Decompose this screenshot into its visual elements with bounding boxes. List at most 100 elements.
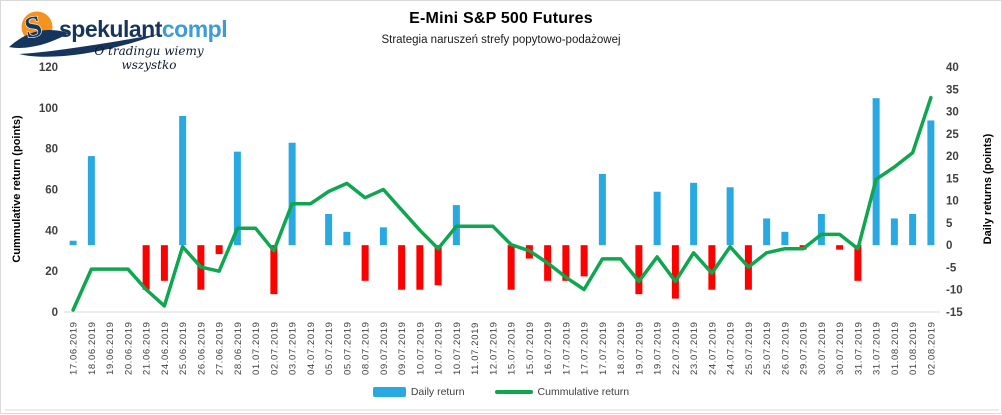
legend-item-daily-return: Daily return [372, 386, 465, 398]
x-axis-label: 16.07.2019 [543, 321, 554, 375]
legend-label-cummulative: Cummulative return [537, 386, 630, 398]
daily-return-bar [872, 98, 880, 246]
daily-return-bar [142, 245, 150, 290]
x-axis-label: 26.07.2019 [780, 321, 791, 375]
x-axis-label: 17.07.2019 [561, 321, 572, 375]
x-axis-label: 23.07.2019 [689, 321, 700, 375]
x-axis-label: 10.07.2019 [434, 321, 445, 375]
daily-return-bar [215, 245, 223, 255]
right-axis-tick: 10 [946, 196, 959, 208]
daily-return-bar [343, 231, 351, 246]
x-axis-label: 26.06.2019 [196, 321, 207, 375]
x-axis-label: 22.07.2019 [671, 321, 682, 375]
x-axis-label: 19.07.2019 [653, 321, 664, 375]
chart-title: E-Mini S&P 500 Futures [409, 10, 593, 27]
spekulant-logo-icon: S [9, 9, 159, 57]
x-axis-label: 10.07.2019 [452, 321, 463, 375]
left-axis-tick: 60 [45, 185, 58, 197]
x-axis-label: 25.06.2019 [178, 321, 189, 375]
chart-legend: Daily return Cummulative return [1, 386, 1001, 398]
right-axis-title: Daily returns (points) [982, 133, 994, 245]
daily-return-bar [434, 245, 442, 286]
daily-return-bar [817, 214, 825, 246]
chart-subtitle: Strategia naruszeń strefy popytowo-podaż… [381, 34, 621, 46]
daily-return-bar [179, 116, 187, 246]
right-axis-tick: 25 [946, 129, 959, 141]
left-axis-tick: 100 [39, 103, 58, 115]
daily-return-bar [160, 245, 168, 281]
x-axis-label: 30.07.2019 [835, 321, 846, 375]
brand-part1: spekulant [59, 16, 162, 42]
daily-return-bar [836, 245, 844, 250]
x-axis-label: 15.07.2019 [525, 321, 536, 375]
brand-part2: compl [161, 16, 228, 42]
daily-return-bar [671, 245, 679, 299]
left-axis-tick: 80 [45, 144, 58, 156]
right-axis-tick: 35 [946, 84, 959, 96]
daily-return-bar [562, 245, 570, 281]
daily-return-bar [708, 245, 716, 290]
x-axis-label: 05.07.2019 [342, 321, 353, 375]
daily-return-bar [781, 231, 789, 246]
daily-return-bar [233, 151, 241, 246]
x-axis-label: 30.07.2019 [817, 321, 828, 375]
daily-return-bar [325, 214, 333, 246]
daily-return-bar [635, 245, 643, 295]
right-axis-tick: 15 [946, 173, 959, 185]
x-axis-label: 12.07.2019 [488, 321, 499, 375]
cummulative-return-swatch [494, 390, 533, 394]
x-axis-label: 05.07.2019 [324, 321, 335, 375]
left-axis-tick: 40 [45, 225, 58, 237]
x-axis-label: 09.07.2019 [397, 321, 408, 375]
x-axis-label: 17.07.2019 [598, 321, 609, 375]
x-axis-label: 24.07.2019 [707, 321, 718, 375]
brand-name: spekulantcompl [59, 16, 228, 43]
x-axis-label: 01.08.2019 [908, 321, 919, 375]
brand-tagline: O tradingu wiemy wszystko [94, 44, 204, 72]
x-axis-label: 27.06.2019 [215, 321, 226, 375]
x-axis-label: 29.07.2019 [799, 321, 810, 375]
daily-return-bar [890, 218, 898, 246]
x-axis-label: 08.07.2019 [361, 321, 372, 375]
left-axis-title: Cummulative return (points) [11, 115, 23, 263]
x-axis-label: 31.07.2019 [853, 321, 864, 375]
daily-return-bar [361, 245, 369, 281]
right-axis-tick: 30 [946, 107, 959, 119]
x-axis-label: 10.07.2019 [415, 321, 426, 375]
legend-label-daily: Daily return [410, 386, 465, 398]
x-axis-label: 21.06.2019 [142, 321, 153, 375]
x-axis-label: 17.06.2019 [69, 321, 80, 375]
right-axis-tick: 5 [946, 218, 953, 230]
daily-return-bar [927, 120, 935, 246]
daily-return-bar [580, 245, 588, 277]
daily-return-bar [653, 191, 661, 246]
daily-return-bar [416, 245, 424, 290]
daily-return-bar [507, 245, 515, 290]
daily-return-bar [854, 245, 862, 281]
x-axis-label: 24.07.2019 [726, 321, 737, 375]
daily-return-bar [763, 218, 771, 246]
x-axis-label: 11.07.2019 [470, 322, 481, 375]
daily-return-bar [398, 245, 406, 290]
cummulative-return-line [71, 95, 933, 312]
left-axis-tick: 20 [45, 266, 58, 278]
x-axis-label: 24.06.2019 [160, 321, 171, 375]
x-axis-label: 31.07.2019 [872, 321, 883, 375]
x-axis-label: 01.07.2019 [251, 321, 262, 375]
x-axis-label: 17.07.2019 [580, 321, 591, 375]
x-axis-label: 02.07.2019 [269, 321, 280, 375]
legend-item-cummulative-return: Cummulative return [494, 386, 630, 398]
x-axis-label: 19.06.2019 [105, 321, 116, 375]
logo: S spekulantcompl O tradingu wiemy wszyst… [7, 3, 237, 72]
right-axis-tick: -15 [946, 307, 963, 319]
daily-return-bar [726, 187, 734, 246]
daily-return-bar [909, 214, 917, 246]
x-axis-label: 25.07.2019 [762, 321, 773, 375]
x-axis-label: 28.06.2019 [233, 321, 244, 375]
daily-return-bar [690, 182, 698, 246]
x-axis-label: 09.07.2019 [379, 321, 390, 375]
right-axis-tick: 40 [946, 62, 959, 74]
right-axis-tick: -5 [946, 263, 957, 275]
daily-return-bar [598, 173, 606, 246]
